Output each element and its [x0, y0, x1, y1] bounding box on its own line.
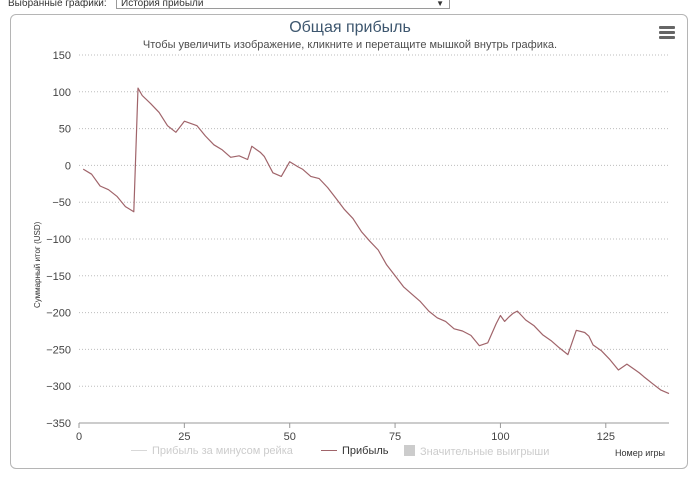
hamburger-menu-icon[interactable] [659, 26, 675, 40]
chart-selector-label: Выбранные графики: [8, 0, 107, 9]
y-tick-label: −100 [46, 234, 71, 246]
y-tick-label: −150 [46, 271, 71, 283]
legend-label: Прибыль за минусом рейка [152, 445, 293, 457]
y-tick-label: −300 [46, 381, 71, 393]
chart-selector-dropdown[interactable]: История прибыли ▼ [116, 0, 450, 9]
x-tick-label: 75 [389, 431, 401, 443]
x-tick-label: 125 [597, 431, 615, 443]
x-tick-label: 50 [284, 431, 296, 443]
y-tick-label: 100 [53, 87, 71, 99]
x-tick-label: 25 [178, 431, 190, 443]
chart-panel[interactable]: Общая прибыль Чтобы увеличить изображени… [10, 14, 688, 469]
x-axis-label: Номер игры [615, 448, 665, 458]
legend-item[interactable]: Значительные выигрыши [404, 445, 549, 458]
legend-line-icon [321, 450, 337, 451]
legend-item[interactable]: Прибыль за минусом рейка [131, 445, 293, 457]
chart-selector-bar: Выбранные графики: История прибыли ▼ [0, 0, 700, 12]
legend-square-icon [404, 445, 415, 456]
chart-subtitle: Чтобы увеличить изображение, кликните и … [142, 39, 558, 51]
y-axis-label: Суммарный итог (USD) [33, 221, 42, 308]
plot-area[interactable]: 150 100 50 0 −50 −100 −150 −200 −250 −300 −350 0 25 5… [11, 15, 689, 470]
legend-line-icon [131, 450, 147, 451]
legend-label: Значительные выигрыши [420, 446, 550, 458]
legend-item[interactable]: Прибыль [321, 445, 389, 457]
y-tick-label: −200 [46, 308, 71, 320]
chart-selector-value: История прибыли [121, 0, 204, 9]
y-tick-label: 50 [59, 124, 71, 136]
y-tick-label: −250 [46, 344, 71, 356]
x-tick-label: 0 [76, 431, 82, 443]
x-tick-label: 100 [491, 431, 509, 443]
chevron-down-icon: ▼ [436, 0, 444, 8]
chart-title: Общая прибыль [289, 19, 411, 36]
y-tick-label: −50 [52, 197, 71, 209]
y-tick-label: 0 [65, 160, 71, 172]
y-tick-label: 150 [53, 50, 71, 62]
series-line-profit [82, 87, 670, 395]
y-tick-label: −350 [46, 418, 71, 430]
legend-label: Прибыль [342, 445, 389, 457]
